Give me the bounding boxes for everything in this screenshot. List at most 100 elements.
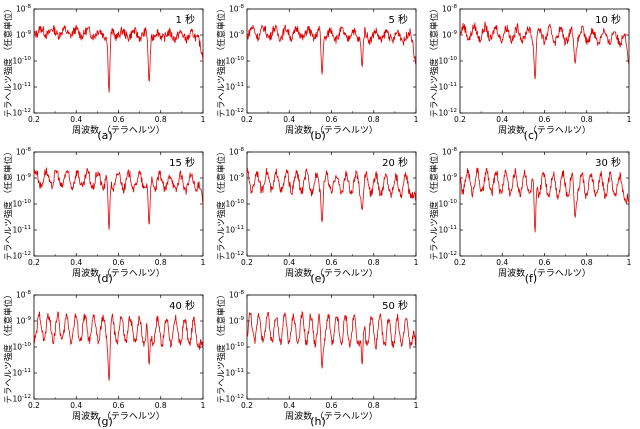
x-tick-label: 0.8 (368, 115, 380, 124)
spectrum-line (33, 24, 204, 93)
x-tick-label: 0.4 (70, 115, 82, 124)
y-tick-label: 10-8 (16, 290, 32, 300)
panel-label: (e) (310, 272, 326, 285)
y-tick-label: 10-10 (225, 199, 244, 209)
x-tick-label: 0.6 (326, 401, 338, 410)
x-tick-label: 0.6 (539, 115, 551, 124)
y-tick-label: 10-10 (438, 56, 457, 66)
x-axis-title: 周波数 （テラヘルツ） (72, 410, 165, 422)
x-tick-label: 0.2 (28, 401, 40, 410)
x-tick-label: 0.4 (496, 115, 508, 124)
y-tick-label: 10-8 (229, 4, 245, 14)
y-tick-label: 10-11 (225, 82, 244, 92)
y-tick-label: 10-10 (12, 342, 31, 352)
x-tick-label: 1 (201, 115, 206, 124)
y-tick-label: 10-11 (12, 82, 31, 92)
y-axis-title: テラヘルツ強度 （任意単位） (216, 4, 227, 117)
panel-label: (h) (310, 415, 326, 428)
y-tick-label: 10-10 (12, 199, 31, 209)
x-tick-label: 0.6 (113, 401, 125, 410)
chart-panel-h: 0.2 0.4 0.6 0.8 1 10-8 10-9 10-10 10-11 10-12 周波数 … (213, 286, 423, 428)
chart-panel-d: 0.2 0.4 0.6 0.8 1 10-8 10-9 10-10 10-11 10-12 周波数 … (0, 143, 210, 285)
y-axis-title: テラヘルツ強度 （任意単位） (216, 147, 227, 260)
y-tick-label: 10-12 (12, 394, 31, 404)
y-tick-label: 10-9 (16, 173, 32, 183)
y-tick-label: 10-9 (442, 173, 458, 183)
y-tick-label: 10-10 (438, 199, 457, 209)
x-tick-label: 1 (201, 401, 206, 410)
chart-panel-e: 0.2 0.4 0.6 0.8 1 10-8 10-9 10-10 10-11 10-12 周波数 … (213, 143, 423, 285)
y-tick-label: 10-10 (225, 56, 244, 66)
y-tick-label: 10-12 (225, 108, 244, 118)
x-tick-label: 0.4 (70, 258, 82, 267)
y-tick-label: 10-12 (438, 251, 457, 261)
x-tick-label: 1 (414, 115, 419, 124)
y-tick-label: 10-8 (229, 147, 245, 157)
y-tick-label: 10-9 (442, 30, 458, 40)
y-axis-title: テラヘルツ強度 （任意単位） (429, 147, 440, 260)
time-label: 30 秒 (595, 156, 621, 169)
spectrum-line (246, 311, 417, 369)
panel-label: (d) (97, 272, 113, 285)
x-tick-label: 1 (414, 258, 419, 267)
spectrum-plot: 0.2 0.4 0.6 0.8 1 10-8 10-9 10-10 10-11 10-12 周波数 … (3, 4, 206, 136)
spectrum-line (459, 21, 630, 80)
spectrum-plot: 0.2 0.4 0.6 0.8 1 10-8 10-9 10-10 10-11 10-12 周波数 … (3, 147, 206, 279)
x-axis-title: 周波数 （テラヘルツ） (72, 267, 165, 279)
y-tick-label: 10-9 (229, 316, 245, 326)
x-tick-label: 0.2 (454, 258, 466, 267)
x-tick-label: 0.2 (28, 258, 40, 267)
y-tick-label: 10-11 (438, 225, 457, 235)
y-tick-label: 10-10 (225, 342, 244, 352)
y-tick-label: 10-8 (229, 290, 245, 300)
panel-label: (g) (97, 415, 113, 428)
x-tick-label: 0.8 (155, 258, 167, 267)
x-tick-label: 0.4 (283, 115, 295, 124)
y-tick-label: 10-11 (438, 82, 457, 92)
spectrum-plot: 0.2 0.4 0.6 0.8 1 10-8 10-9 10-10 10-11 10-12 周波数 … (216, 290, 419, 422)
chart-panel-f: 0.2 0.4 0.6 0.8 1 10-8 10-9 10-10 10-11 10-12 周波数 … (426, 143, 636, 285)
spectrum-plot: 0.2 0.4 0.6 0.8 1 10-8 10-9 10-10 10-11 10-12 周波数 … (429, 147, 632, 279)
time-label: 1 秒 (175, 13, 195, 26)
x-tick-label: 0.6 (326, 258, 338, 267)
spectrum-line (246, 24, 417, 75)
x-tick-label: 0.2 (454, 115, 466, 124)
time-label: 5 秒 (388, 13, 408, 26)
y-axis-title: テラヘルツ強度 （任意単位） (216, 290, 227, 403)
x-tick-label: 1 (627, 258, 632, 267)
x-tick-label: 0.6 (113, 258, 125, 267)
y-tick-label: 10-12 (438, 108, 457, 118)
x-tick-label: 0.4 (283, 258, 295, 267)
time-label: 15 秒 (169, 156, 195, 169)
spectrum-line (33, 311, 204, 381)
time-label: 10 秒 (595, 13, 621, 26)
x-tick-label: 0.8 (155, 401, 167, 410)
y-tick-label: 10-12 (225, 251, 244, 261)
x-tick-label: 0.2 (28, 115, 40, 124)
x-tick-label: 0.8 (368, 258, 380, 267)
spectrum-plot: 0.2 0.4 0.6 0.8 1 10-8 10-9 10-10 10-11 10-12 周波数 … (429, 4, 632, 136)
x-axis-title: 周波数 （テラヘルツ） (72, 124, 165, 136)
x-tick-label: 0.8 (581, 258, 593, 267)
x-axis-title: 周波数 （テラヘルツ） (285, 410, 378, 422)
panel-label: (f) (524, 272, 538, 285)
y-tick-label: 10-9 (229, 173, 245, 183)
x-tick-label: 0.4 (70, 401, 82, 410)
x-tick-label: 0.8 (368, 401, 380, 410)
y-tick-label: 10-8 (16, 147, 32, 157)
chart-panel-a: 0.2 0.4 0.6 0.8 1 10-8 10-9 10-10 10-11 10-12 周波数 … (0, 0, 210, 142)
y-tick-label: 10-11 (225, 225, 244, 235)
panel-label: (b) (310, 129, 326, 142)
panel-label: (a) (97, 129, 113, 142)
y-axis-title: テラヘルツ強度 （任意単位） (429, 4, 440, 117)
spectrum-plot: 0.2 0.4 0.6 0.8 1 10-8 10-9 10-10 10-11 10-12 周波数 … (216, 4, 419, 136)
y-axis-title: テラヘルツ強度 （任意単位） (3, 147, 14, 260)
spectrum-line (459, 167, 630, 233)
x-tick-label: 0.8 (581, 115, 593, 124)
y-tick-label: 10-12 (12, 108, 31, 118)
y-tick-label: 10-9 (16, 316, 32, 326)
y-tick-label: 10-8 (16, 4, 32, 14)
y-axis-title: テラヘルツ強度 （任意単位） (3, 4, 14, 117)
spectrum-plot: 0.2 0.4 0.6 0.8 1 10-8 10-9 10-10 10-11 10-12 周波数 … (3, 290, 206, 422)
y-tick-label: 10-12 (12, 251, 31, 261)
